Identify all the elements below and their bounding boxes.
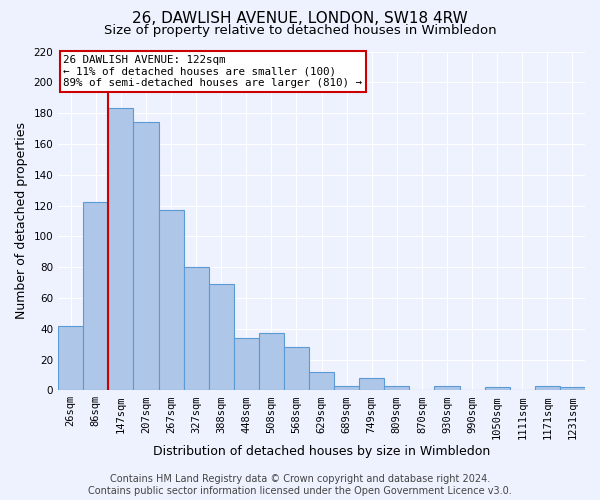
Bar: [184, 267, 209, 390]
Y-axis label: Number of detached properties: Number of detached properties: [15, 122, 28, 320]
Bar: [434, 386, 460, 390]
Text: 26 DAWLISH AVENUE: 122sqm
← 11% of detached houses are smaller (100)
89% of semi: 26 DAWLISH AVENUE: 122sqm ← 11% of detac…: [64, 55, 362, 88]
Bar: [209, 284, 234, 391]
Bar: [359, 378, 385, 390]
Text: 26, DAWLISH AVENUE, LONDON, SW18 4RW: 26, DAWLISH AVENUE, LONDON, SW18 4RW: [132, 11, 468, 26]
Bar: [58, 326, 83, 390]
Bar: [309, 372, 334, 390]
Bar: [83, 202, 109, 390]
Bar: [133, 122, 158, 390]
Bar: [485, 388, 510, 390]
Bar: [158, 210, 184, 390]
Bar: [535, 386, 560, 390]
Bar: [284, 347, 309, 391]
X-axis label: Distribution of detached houses by size in Wimbledon: Distribution of detached houses by size …: [153, 444, 490, 458]
Text: Size of property relative to detached houses in Wimbledon: Size of property relative to detached ho…: [104, 24, 496, 37]
Bar: [385, 386, 409, 390]
Bar: [334, 386, 359, 390]
Text: Contains HM Land Registry data © Crown copyright and database right 2024.
Contai: Contains HM Land Registry data © Crown c…: [88, 474, 512, 496]
Bar: [109, 108, 133, 390]
Bar: [560, 388, 585, 390]
Bar: [259, 334, 284, 390]
Bar: [234, 338, 259, 390]
